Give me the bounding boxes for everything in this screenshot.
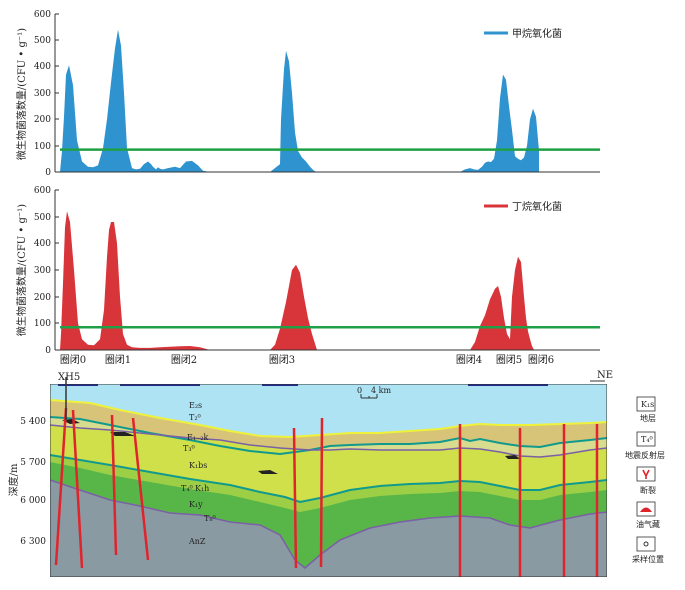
stratum-symbol: K₁s (641, 400, 654, 409)
depth-tick: 6 300 (20, 537, 46, 547)
legend: 甲烷氧化菌 (484, 27, 562, 40)
tick-label: 200 (34, 115, 51, 125)
depth-axis-label: 深度/m (7, 463, 20, 496)
tick-label: 600 (34, 186, 51, 196)
legend-label: 地层 (640, 413, 656, 423)
depth-tick: 5 700 (20, 458, 46, 468)
trap-label: 圈闭5 (496, 353, 522, 366)
fault-symbol-box (636, 466, 656, 482)
stratum-symbol-box (636, 396, 656, 412)
tick-label: 400 (34, 239, 51, 249)
tick-label: 100 (34, 142, 51, 152)
fault-icon (642, 469, 650, 479)
teal-horizon (50, 454, 607, 504)
tick-label: 500 (34, 36, 51, 46)
trap-label: 圈闭4 (456, 353, 482, 366)
trap-label: 圈闭2 (171, 353, 197, 366)
legend: 丁烷氧化菌 (484, 200, 562, 213)
scale-four: 4 km (371, 386, 391, 395)
layer-label: T₃⁰ (183, 444, 195, 453)
sampling-points (58, 384, 548, 386)
layer-label: K₁bs (189, 461, 207, 470)
trap-label: 圈闭3 (269, 353, 295, 366)
scale-zero: 0 (357, 386, 362, 395)
map-legend: K₁s 地层 T₄⁰ 地震反射层 断裂 油气藏 采样位置 (625, 396, 665, 564)
faults (54, 407, 599, 577)
legend-label: 甲烷氧化菌 (512, 27, 562, 40)
tick-label: 300 (34, 89, 51, 99)
legend-label: 地震反射层 (625, 450, 665, 460)
butane-chart: 600 500 400 300 200 100 0 微生物菌落数量/(CFU •… (15, 186, 600, 366)
oil-gas-reservoirs (62, 419, 520, 474)
butane-series-area (60, 211, 534, 350)
tick-label: 100 (34, 319, 51, 329)
layer-label: T₂⁰ (189, 413, 201, 422)
well-label: XH5 (58, 372, 80, 383)
area-mark (60, 29, 539, 172)
tick-label: 400 (34, 62, 51, 72)
teal-horizon (50, 416, 607, 456)
depth-tick: 6 000 (20, 496, 46, 506)
methane-chart: 600 500 400 300 200 100 0 微生物菌落数量/(CFU •… (15, 10, 600, 178)
layer-label: K₁y (189, 500, 203, 509)
reflector-symbol: T₄⁰ (641, 435, 653, 444)
tick-label: 600 (34, 10, 51, 20)
tick-label: 0 (45, 168, 51, 178)
layer-label: E₁₋₂k (187, 433, 208, 442)
legend-label: 油气藏 (636, 519, 660, 529)
yellow-horizon (50, 399, 607, 439)
tick-label: 200 (34, 293, 51, 303)
layer-label: K₁h (195, 484, 209, 493)
purple-horizon (50, 424, 607, 458)
sample-point-icon (643, 541, 649, 547)
y-ticks: 600 500 400 300 200 100 0 (34, 10, 59, 178)
trap-label: 圈闭0 (60, 353, 86, 366)
reflector-symbol-box (636, 431, 656, 447)
area-mark (60, 211, 534, 350)
geologic-cross-section: XH5 NE 0 4 km 深度/m 5 400 5 700 6 000 6 3… (7, 370, 613, 577)
tick-label: 300 (34, 266, 51, 276)
y-axis-label: 微生物菌落数量/(CFU • g⁻¹) (15, 204, 28, 336)
legend-label: 采样位置 (632, 554, 664, 564)
trap-label: 圈闭6 (528, 353, 554, 366)
tick-label: 500 (34, 213, 51, 223)
methane-series-area (60, 29, 539, 172)
layer-label: AnZ (188, 537, 206, 546)
layer-anz (50, 480, 607, 577)
scale-bar: 0 4 km (357, 386, 391, 399)
y-axis-label: 微生物菌落数量/(CFU • g⁻¹) (15, 28, 28, 160)
depth-tick: 5 400 (20, 417, 46, 427)
legend-label: 断裂 (640, 485, 656, 495)
layer-label: T₄⁰ (181, 484, 193, 493)
oil-gas-icon (640, 507, 652, 512)
tick-label: 0 (45, 346, 51, 356)
direction-label: NE (597, 370, 613, 381)
layer-label: T₈⁰ (204, 514, 216, 523)
y-ticks: 600 500 400 300 200 100 0 (34, 186, 59, 356)
trap-label: 圈闭1 (105, 353, 131, 366)
legend-label: 丁烷氧化菌 (512, 200, 562, 213)
layer-label: E₂s (189, 401, 202, 410)
